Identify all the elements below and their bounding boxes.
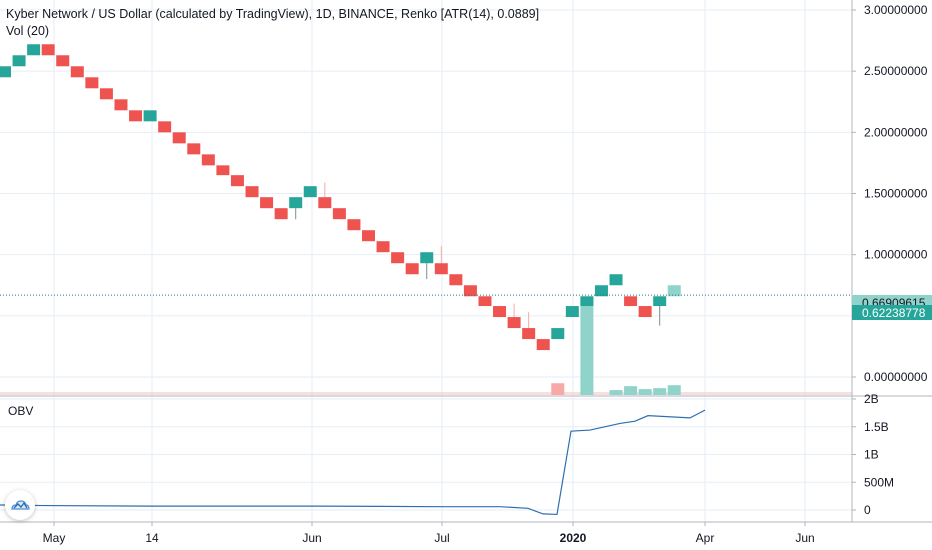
- renko-brick: [216, 165, 230, 176]
- time-axis-label: May: [43, 531, 66, 545]
- renko-brick: [376, 241, 390, 253]
- renko-brick: [187, 143, 201, 155]
- renko-brick: [0, 66, 11, 78]
- renko-brick: [318, 197, 332, 209]
- renko-brick: [536, 339, 550, 351]
- volume-bar: [551, 383, 565, 395]
- renko-brick: [580, 296, 594, 307]
- grid-lines: [0, 0, 852, 522]
- price-label-box: [852, 305, 932, 320]
- obv-axis-label: 500M: [864, 475, 894, 489]
- price-axis-label: 2.00000000: [864, 125, 928, 139]
- volume-bars: [0, 297, 852, 395]
- renko-brick: [85, 77, 99, 89]
- renko-brick: [158, 121, 172, 133]
- time-axis-label: Jun: [795, 531, 814, 545]
- renko-brick: [522, 328, 536, 340]
- renko-brick: [449, 274, 463, 286]
- renko-brick: [289, 197, 303, 209]
- price-axis-label: 3.00000000: [864, 3, 928, 17]
- time-axis-label: Jul: [434, 531, 449, 545]
- renko-brick: [638, 306, 652, 318]
- time-axis-label: Apr: [696, 531, 715, 545]
- renko-brick: [245, 186, 259, 198]
- volume-bar: [653, 388, 667, 395]
- obv-axis-label: 1.5B: [864, 420, 889, 434]
- renko-brick: [434, 263, 448, 275]
- chart-title: Kyber Network / US Dollar (calculated by…: [6, 7, 540, 21]
- renko-brick: [201, 154, 215, 166]
- obv-indicator-label[interactable]: OBV: [8, 404, 34, 418]
- volume-bar: [638, 389, 652, 395]
- price-axis-label: 1.00000000: [864, 248, 928, 262]
- volume-baseline: [0, 392, 852, 395]
- renko-brick: [609, 274, 623, 286]
- volume-bar: [667, 385, 681, 395]
- obv-axis-label: 1B: [864, 448, 879, 462]
- renko-brick: [478, 296, 492, 307]
- renko-brick: [362, 230, 375, 242]
- renko-brick: [274, 208, 288, 220]
- renko-brick: [667, 285, 681, 297]
- renko-brick: [405, 263, 419, 275]
- renko-brick: [493, 306, 507, 318]
- renko-brick: [70, 66, 84, 78]
- renko-brick: [653, 296, 667, 307]
- renko-brick: [27, 44, 41, 56]
- renko-bricks: [0, 44, 681, 351]
- price-axis-label: 2.50000000: [864, 64, 928, 78]
- renko-brick: [463, 285, 477, 297]
- renko-brick: [41, 44, 55, 56]
- renko-brick: [347, 219, 361, 231]
- renko-brick: [507, 317, 521, 329]
- obv-axis-label: 0: [864, 503, 871, 517]
- price-axis-label: 1.50000000: [864, 187, 928, 201]
- renko-brick: [172, 132, 186, 144]
- renko-brick: [99, 88, 113, 100]
- volume-indicator-label[interactable]: Vol (20): [6, 24, 50, 38]
- renko-brick: [391, 252, 405, 264]
- renko-brick: [12, 55, 26, 67]
- renko-brick: [143, 110, 157, 122]
- renko-brick: [565, 306, 579, 318]
- renko-brick: [420, 252, 434, 264]
- price-label-text: 0.62238778: [862, 306, 926, 320]
- time-axis-label: 14: [145, 531, 159, 545]
- renko-brick: [624, 296, 638, 307]
- renko-brick: [551, 328, 565, 340]
- renko-brick: [303, 186, 317, 198]
- price-axis-label: 0.00000000: [864, 370, 928, 384]
- time-axis-label: Jun: [302, 531, 321, 545]
- volume-bar: [624, 386, 638, 395]
- tradingview-logo-button[interactable]: [5, 490, 35, 520]
- obv-axis-label: 2B: [864, 392, 879, 406]
- time-axis-label: 2020: [560, 531, 587, 545]
- obv-line: [0, 409, 706, 516]
- volume-bar: [580, 297, 594, 395]
- renko-brick: [114, 99, 128, 111]
- obv-pane: [0, 409, 706, 516]
- renko-brick: [594, 285, 608, 297]
- renko-brick: [230, 175, 244, 187]
- renko-brick: [56, 55, 70, 67]
- cloud-icon: [11, 500, 30, 510]
- volume-bar: [609, 390, 623, 395]
- renko-brick: [260, 197, 274, 209]
- renko-brick: [332, 208, 346, 220]
- renko-brick: [129, 110, 143, 122]
